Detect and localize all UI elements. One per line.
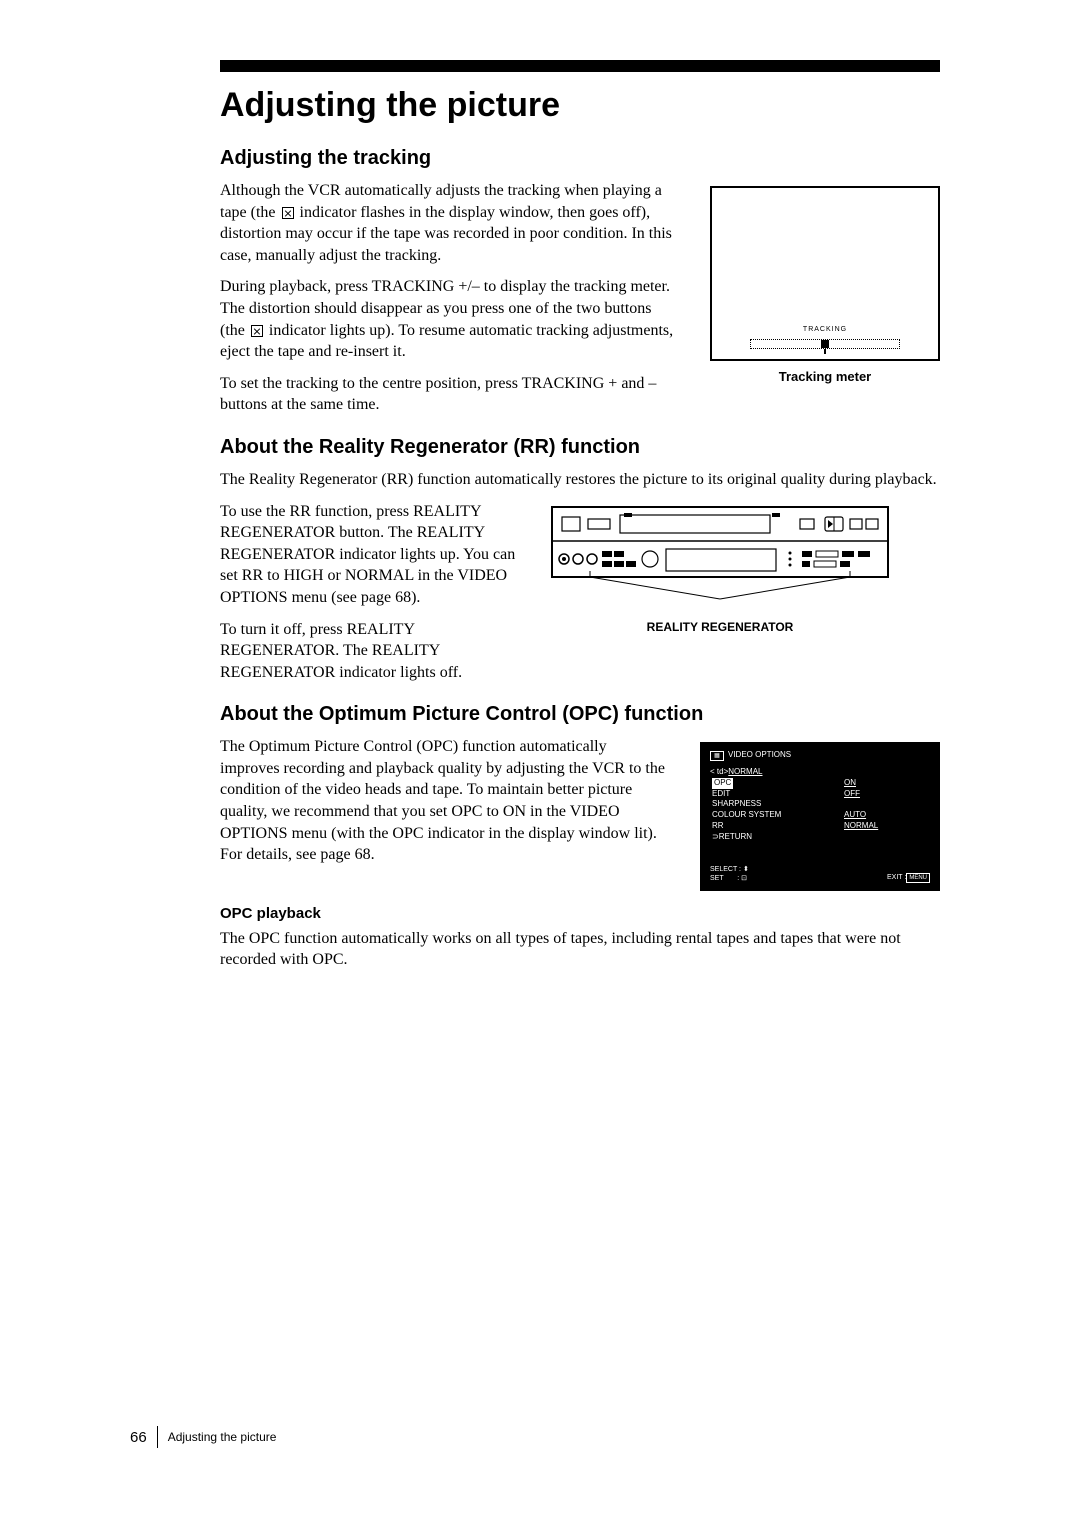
vcr-svg [550, 501, 890, 611]
tracking-screen-label: TRACKING [803, 326, 847, 333]
menu-row-rr: RR NORMAL [710, 821, 930, 832]
opc-heading: About the Optimum Picture Control (OPC) … [220, 703, 940, 726]
opc-menu-title: VIDEO OPTIONS [728, 750, 791, 761]
menu-value-edit: OFF [844, 789, 860, 798]
tracking-indicator-icon [282, 207, 294, 219]
menu-row-edit: EDIT OFF [710, 789, 930, 800]
tracking-indicator-icon-2 [251, 325, 263, 337]
opc-para2: The OPC function automatically works on … [220, 928, 940, 971]
vcr-caption: REALITY REGENERATOR [550, 620, 890, 634]
opc-sub-heading: OPC playback [220, 905, 940, 922]
tracking-figure: TRACKING Tracking meter [710, 186, 940, 384]
menu-row-sharpness: SHARPNESS [710, 799, 930, 810]
page-footer: 66 Adjusting the picture [130, 1426, 276, 1448]
opc-menu-screen: ▦ VIDEO OPTIONS < td>NORMAL OPC ON EDIT … [700, 742, 940, 891]
menu-label-sharpness: SHARPNESS [710, 799, 842, 810]
ok-icon: ⊡ [741, 875, 747, 882]
menu-value-opc: ON [844, 778, 856, 787]
menu-row-return: ⊃RETURN [710, 832, 930, 843]
menu-label-return: RETURN [719, 832, 752, 841]
rr-heading: About the Reality Regenerator (RR) funct… [220, 436, 940, 459]
menu-value-sharpness: NORMAL [728, 767, 762, 776]
tracking-heading: Adjusting the tracking [220, 147, 940, 170]
tracking-section: Although the VCR automatically adjusts t… [220, 180, 940, 426]
menu-category-icon: ▦ [710, 751, 724, 761]
select-label: SELECT [710, 866, 737, 873]
tracking-para2: During playback, press TRACKING +/– to d… [220, 276, 680, 362]
menu-value-rr: NORMAL [844, 821, 878, 830]
menu-label-opc: OPC [712, 778, 733, 789]
rr-section: To use the RR function, press REALITY RE… [220, 501, 940, 694]
opc-para1: The Optimum Picture Control (OPC) functi… [220, 736, 670, 866]
tracking-center-tick [824, 349, 826, 354]
footer-divider [157, 1426, 158, 1448]
opc-menu-table: OPC ON EDIT OFF SHARPNESS COLOUR SYSTEM … [710, 778, 930, 843]
page-number: 66 [130, 1429, 147, 1446]
menu-button-label: MENU [906, 873, 930, 883]
menu-label-rr: RR [710, 821, 842, 832]
menu-label-colour: COLOUR SYSTEM [710, 810, 842, 821]
tracking-para1: Although the VCR automatically adjusts t… [220, 180, 680, 266]
exit-label: EXIT : [887, 874, 906, 881]
tracking-meter-bar [750, 339, 900, 349]
vcr-figure: REALITY REGENERATOR [550, 501, 890, 634]
tracking-caption: Tracking meter [710, 369, 940, 384]
tracking-center-block [821, 340, 829, 348]
rr-para3: To turn it off, press REALITY REGENERATO… [220, 619, 520, 684]
opc-controls: SELECT : ⬍ SET : ⊡ [710, 865, 749, 883]
opc-figure: ▦ VIDEO OPTIONS < td>NORMAL OPC ON EDIT … [700, 742, 940, 891]
menu-row-colour: COLOUR SYSTEM AUTO [710, 810, 930, 821]
menu-value-colour: AUTO [844, 810, 866, 819]
page-title: Adjusting the picture [220, 86, 940, 125]
menu-label-edit: EDIT [710, 789, 842, 800]
updown-icon: ⬍ [743, 866, 749, 873]
set-label: SET [710, 875, 724, 882]
rr-para2: To use the RR function, press REALITY RE… [220, 501, 520, 609]
opc-section: The Optimum Picture Control (OPC) functi… [220, 736, 940, 891]
opc-exit: EXIT :MENU [887, 873, 930, 883]
tracking-screen: TRACKING [710, 186, 940, 361]
rr-para1: The Reality Regenerator (RR) function au… [220, 469, 940, 491]
menu-row-opc: OPC ON [710, 778, 930, 789]
tracking-para2b: indicator lights up). To resume automati… [220, 322, 673, 361]
tracking-para3: To set the tracking to the centre positi… [220, 373, 680, 416]
black-bar [220, 60, 940, 72]
footer-section: Adjusting the picture [168, 1430, 277, 1444]
